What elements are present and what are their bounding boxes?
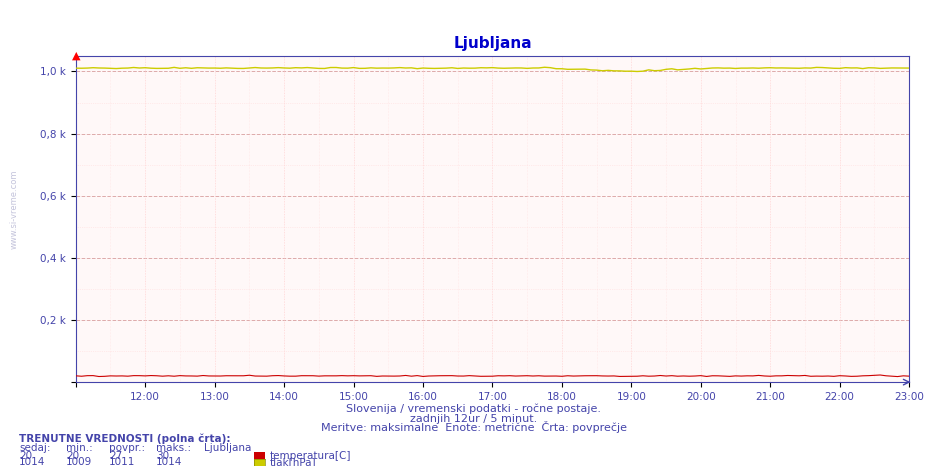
Title: Ljubljana: Ljubljana <box>453 35 532 51</box>
Text: 1011: 1011 <box>109 457 135 466</box>
Text: Meritve: maksimalne  Enote: metrične  Črta: povprečje: Meritve: maksimalne Enote: metrične Črta… <box>320 421 627 433</box>
Text: min.:: min.: <box>66 443 93 452</box>
Text: 27: 27 <box>109 451 122 460</box>
Text: 20: 20 <box>66 451 80 460</box>
Text: Ljubljana: Ljubljana <box>204 443 251 452</box>
Text: www.si-vreme.com: www.si-vreme.com <box>9 170 19 249</box>
Text: temperatura[C]: temperatura[C] <box>270 451 351 460</box>
Text: tlak[hPa]: tlak[hPa] <box>270 457 316 466</box>
Text: ▲: ▲ <box>72 51 80 61</box>
Text: povpr.:: povpr.: <box>109 443 145 452</box>
Text: 1009: 1009 <box>66 457 93 466</box>
Text: Slovenija / vremenski podatki - ročne postaje.: Slovenija / vremenski podatki - ročne po… <box>346 404 601 414</box>
Text: sedaj:: sedaj: <box>19 443 50 452</box>
Text: 1014: 1014 <box>19 457 45 466</box>
Text: maks.:: maks.: <box>156 443 191 452</box>
Text: 30: 30 <box>156 451 170 460</box>
Text: 1014: 1014 <box>156 457 183 466</box>
Text: 20: 20 <box>19 451 32 460</box>
Text: zadnjih 12ur / 5 minut.: zadnjih 12ur / 5 minut. <box>410 414 537 424</box>
Text: TRENUTNE VREDNOSTI (polna črta):: TRENUTNE VREDNOSTI (polna črta): <box>19 433 230 444</box>
